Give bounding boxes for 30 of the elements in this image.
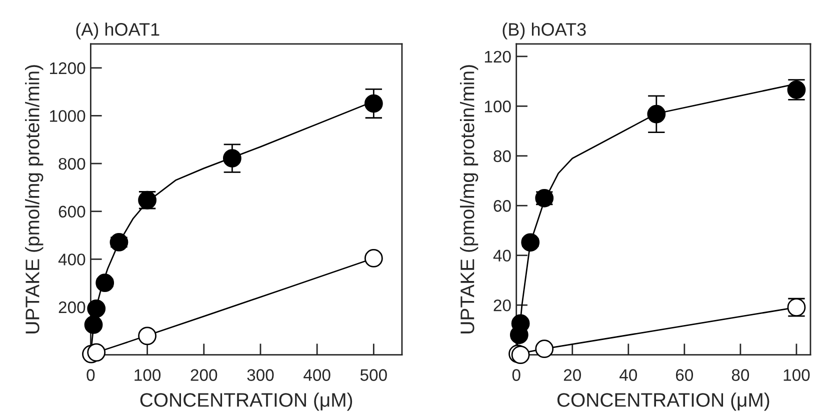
- y-tick-label: 1000: [50, 110, 86, 122]
- y-tick-label: 600: [58, 206, 86, 218]
- x-tick-label: 200: [190, 369, 218, 381]
- x-tick-label: 300: [247, 369, 274, 381]
- x-tick-label: 80: [732, 369, 750, 381]
- y-tick-label: 120: [484, 50, 511, 63]
- y-tick-label: 60: [494, 200, 511, 212]
- y-tick-label: 400: [58, 254, 86, 266]
- y-axis-title: UPTAKE (pmol/mg protein/min): [25, 65, 44, 334]
- y-tick-label: 20: [494, 299, 511, 312]
- x-tick-label: 100: [784, 369, 810, 381]
- x-tick-label: 0: [512, 369, 520, 381]
- y-tick-label: 1200: [50, 62, 86, 74]
- x-tick-label: 500: [360, 369, 387, 381]
- x-axis-title: CONCENTRATION (μM): [140, 392, 352, 411]
- x-tick-label: 400: [304, 369, 330, 381]
- y-tick-label: 80: [494, 150, 511, 162]
- x-axis-title: CONCENTRATION (μM): [557, 392, 770, 411]
- y-tick-label: 800: [58, 158, 86, 170]
- x-tick-label: 20: [564, 369, 581, 381]
- y-tick-label: 100: [484, 100, 511, 112]
- x-tick-label: 0: [86, 369, 95, 381]
- chart-title: (B) hOAT3: [502, 22, 586, 40]
- chart-title: (A) hOAT1: [76, 22, 160, 40]
- y-axis-title: UPTAKE (pmol/mg protein/min): [460, 65, 478, 334]
- x-tick-label: 40: [620, 369, 638, 381]
- x-tick-label: 60: [676, 369, 694, 381]
- x-tick-label: 100: [134, 369, 161, 381]
- y-tick-label: 40: [493, 250, 511, 262]
- y-tick-label: 200: [58, 301, 86, 314]
